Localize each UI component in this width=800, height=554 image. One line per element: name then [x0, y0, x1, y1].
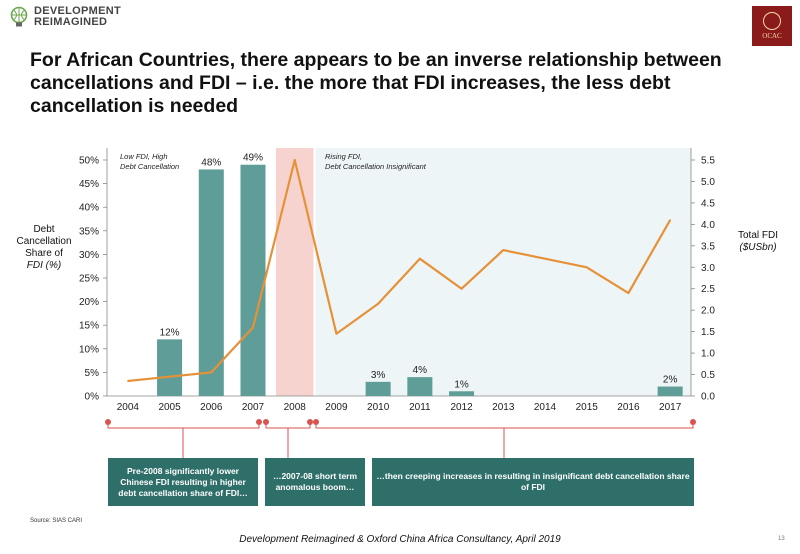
right-tick-label: 5.5	[701, 156, 715, 167]
left-tick-label: 0%	[85, 392, 100, 403]
fdi-point-2012	[460, 287, 463, 290]
x-tick-label: 2008	[284, 402, 307, 413]
fdi-point-2011	[419, 257, 421, 260]
callout-rising: …then creeping increases in resulting in…	[372, 458, 694, 506]
fdi-point-2017	[669, 219, 671, 221]
left-tick-label: 25%	[79, 274, 99, 285]
left-tick-label: 30%	[79, 250, 99, 261]
rising-fdi-panel	[315, 148, 691, 396]
bracket-marker	[256, 419, 262, 425]
fdi-point-2016	[627, 292, 630, 294]
bar-2012	[449, 391, 475, 396]
right-tick-label: 0.0	[701, 392, 715, 403]
bracket-marker	[307, 419, 313, 425]
page-number: 13	[778, 536, 785, 542]
right-tick-label: 2.5	[701, 284, 715, 295]
fdi-point-2015	[585, 266, 588, 269]
region-label-low-1: Low FDI, High	[120, 152, 168, 161]
fdi-point-2014	[544, 257, 546, 260]
footer-credit: Development Reimagined & Oxford China Af…	[239, 534, 561, 545]
callout-pre-2008: Pre-2008 significantly lower Chinese FDI…	[108, 458, 258, 506]
x-tick-label: 2009	[325, 402, 348, 413]
source-note: Source: SIAS CARI	[30, 518, 83, 524]
fdi-chart: 0% 5% 10% 15% 20% 25% 30% 35% 40% 45% 50% 0.0 0.5 1.0…	[79, 148, 715, 413]
bar-label-2012: 1%	[454, 379, 469, 390]
fdi-point-2004	[127, 380, 129, 382]
x-tick-label: 2010	[367, 402, 390, 413]
x-tick-label: 2017	[659, 402, 682, 413]
left-tick-label: 35%	[79, 226, 99, 237]
left-tick-label: 40%	[79, 203, 99, 214]
globe-bulb-icon	[10, 6, 28, 27]
x-tick-label: 2005	[158, 402, 181, 413]
left-tick-label: 5%	[85, 368, 100, 379]
right-axis-title: Total FDI ($USbn)	[737, 230, 778, 253]
x-tick-label: 2012	[450, 402, 473, 413]
fdi-point-2013	[502, 249, 505, 251]
bar-2006	[198, 169, 224, 396]
bar-2010	[365, 381, 391, 396]
fdi-point-2007	[252, 326, 254, 329]
right-tick-label: 3.0	[701, 263, 715, 274]
right-tick-label: 1.5	[701, 327, 715, 338]
fdi-point-2009	[335, 332, 338, 335]
fdi-point-2005	[168, 375, 171, 378]
bar-2017	[657, 386, 683, 396]
fdi-line	[127, 158, 672, 383]
bracket-marker	[690, 419, 696, 425]
left-tick-label: 20%	[79, 297, 99, 308]
region-label-rising-2: Debt Cancellation Insignificant	[325, 162, 427, 171]
right-tick-label: 0.5	[701, 370, 715, 381]
x-tick-label: 2006	[200, 402, 223, 413]
fdi-point-2006	[210, 371, 213, 374]
ocac-logo: OCAC	[752, 6, 792, 46]
right-tick-label: 2.0	[701, 306, 715, 317]
callout-2007-08: …2007-08 short term anomalous boom…	[265, 458, 365, 506]
x-tick-label: 2013	[492, 402, 515, 413]
region-label-low-2: Debt Cancellation	[120, 162, 179, 171]
x-tick-label: 2011	[409, 402, 431, 413]
right-tick-label: 4.0	[701, 220, 715, 231]
bar-label-2011: 4%	[413, 365, 428, 376]
x-tick-label: 2014	[534, 402, 557, 413]
x-tick-label: 2016	[617, 402, 640, 413]
fdi-point-2010	[377, 302, 379, 305]
anomaly-2008-highlight	[275, 148, 314, 396]
logo-text: DEVELOPMENT REIMAGINED	[34, 5, 122, 28]
x-tick-label: 2015	[576, 402, 599, 413]
bracket-marker	[263, 419, 269, 425]
bar-label-2017: 2%	[663, 375, 678, 386]
left-tick-label: 45%	[79, 179, 99, 190]
bracket-marker	[313, 419, 319, 425]
page-title: For African Countries, there appears to …	[30, 49, 722, 117]
ocac-emblem-icon	[763, 12, 781, 30]
development-reimagined-logo: DEVELOPMENT REIMAGINED	[8, 6, 121, 28]
bracket-marker	[105, 419, 111, 425]
left-tick-label: 50%	[79, 156, 99, 167]
x-tick-label: 2004	[117, 402, 140, 413]
right-tick-label: 4.5	[701, 198, 715, 209]
bar-2007	[240, 164, 266, 396]
region-label-rising-1: Rising FDI,	[325, 152, 362, 161]
x-tick-label: 2007	[242, 402, 265, 413]
fdi-point-2008	[293, 159, 296, 161]
left-tick-label: 10%	[79, 344, 99, 355]
bar-label-2010: 3%	[371, 370, 386, 381]
bar-label-2005: 12%	[160, 327, 180, 338]
left-tick-label: 15%	[79, 321, 99, 332]
bar-label-2006: 48%	[201, 157, 221, 168]
right-tick-label: 1.0	[701, 349, 715, 360]
right-tick-label: 3.5	[701, 241, 715, 252]
bar-2011	[407, 377, 433, 396]
bar-2005	[157, 339, 183, 396]
left-axis-title: Debt Cancellation Share of FDI (%)	[16, 224, 72, 271]
bar-label-2007: 49%	[243, 153, 263, 164]
right-tick-label: 5.0	[701, 177, 715, 188]
